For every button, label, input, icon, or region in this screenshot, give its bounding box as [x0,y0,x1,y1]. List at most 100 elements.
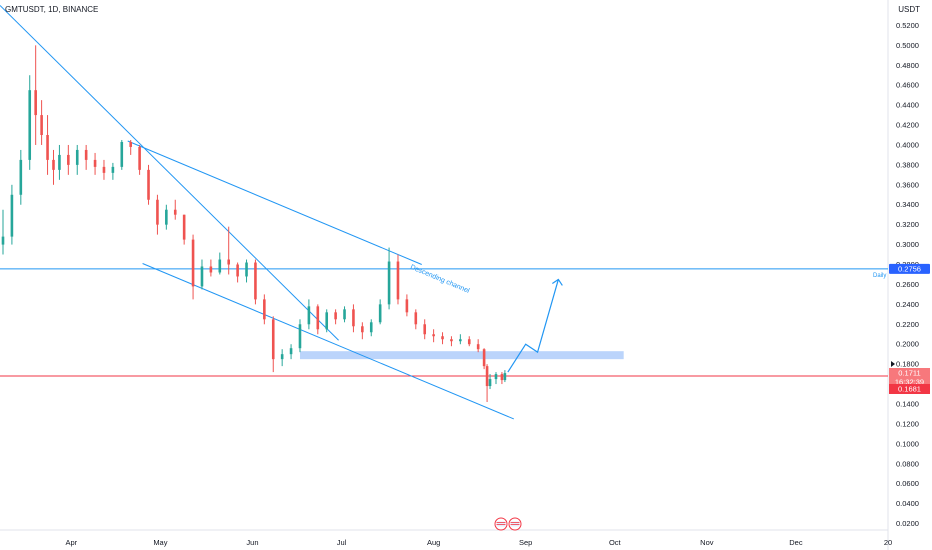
current-price-badge-bg [889,367,930,388]
candle-body [369,322,373,333]
candle-body [325,312,329,330]
candle-body [280,354,284,360]
candle-body [334,312,337,320]
daily-level-badge: 0.2756 [889,263,930,274]
candle-body [488,379,492,387]
candle-body [209,266,213,273]
candle-body [378,304,382,323]
projection-arrow[interactable] [507,278,563,373]
candle-body [165,209,168,225]
price-tick-label: 0.4600 [896,81,919,90]
candle-body [482,349,486,367]
candle-body [84,149,88,160]
trendline[interactable] [0,5,339,341]
price-tick-label: 0.2600 [896,280,919,289]
symbol-title[interactable]: GMTUSDT, 1D, BINANCE [5,5,99,14]
descending-channel[interactable] [0,5,514,420]
candle-body [503,373,507,381]
candle-body [111,166,115,173]
plot-area[interactable] [0,0,888,550]
candle-body [441,336,444,340]
price-tick-label: 0.0200 [896,519,919,528]
price-tick-label: 0.0600 [896,479,919,488]
price-tick-label: 0.1200 [896,419,919,428]
price-scale-pointer-icon [891,361,895,367]
candle-body [75,149,79,165]
candle-body [387,261,391,305]
candle-body [289,348,293,355]
red-level-badge-bg [889,383,930,394]
time-axis[interactable]: Apr May Jun Jul Aug Sep Oct Nov Dec 20 [65,538,892,547]
candle-body [307,306,311,325]
candle-body [352,309,355,327]
time-tick-label: Nov [700,538,714,547]
time-tick-label: Aug [427,538,440,547]
candle-body [10,194,14,237]
projection-path[interactable] [507,279,559,373]
candle-body [227,259,231,265]
candle-body [467,339,471,345]
arrow-head-icon [552,278,563,286]
time-tick-label: Jun [246,538,258,547]
candle-body [182,214,186,240]
red-level-badge: 0.1681 [889,383,930,394]
price-axis[interactable]: 0.5200 0.5000 0.4800 0.4600 0.4400 0.4200 0.40… [896,21,919,528]
daily-level-badge-bg [889,263,930,274]
time-tick-label: 20 [884,538,892,547]
candle-body [494,374,498,380]
price-tick-label: 0.5200 [896,21,919,30]
candle-body [218,259,222,273]
candle-body [405,299,409,313]
candle-body [191,239,195,287]
candle-body [28,90,32,160]
candle-body [156,199,159,225]
time-tick-label: Jul [337,538,347,547]
candle-body [58,154,61,170]
price-tick-label: 0.3600 [896,180,919,189]
current-price-value: 0.1711 [898,368,920,377]
daily-label: Daily [873,273,886,279]
price-tick-label: 0.0400 [896,499,919,508]
trendline[interactable] [142,263,514,420]
red-level-value: 0.1681 [898,384,921,393]
support-zone[interactable] [299,351,624,360]
candle-body [245,262,248,277]
price-tick-label: 0.3800 [896,160,919,169]
candle-body [1,236,5,245]
time-tick-label: Dec [789,538,803,547]
price-tick-label: 0.4200 [896,121,919,130]
candle-body [46,135,49,160]
candle-body [298,324,302,349]
price-tick-label: 0.2400 [896,300,919,309]
trendline[interactable] [127,140,422,265]
event-flags[interactable] [494,517,522,531]
time-tick-label: Oct [609,538,622,547]
candle-body [40,115,43,136]
price-tick-label: 0.3200 [896,220,919,229]
candle-body [254,262,257,300]
candle-body [120,141,124,167]
price-tick-label: 0.5000 [896,41,919,50]
price-tick-label: 0.0800 [896,459,919,468]
candle-body [476,344,480,350]
current-price-badge: 0.1711 16:32:39 [889,367,930,388]
daily-level-value: 0.2756 [898,264,921,273]
candle-body [459,339,462,342]
price-tick-label: 0.4400 [896,101,919,110]
price-tick-label: 0.1400 [896,399,919,408]
candle-body [52,159,55,170]
candle-body [138,146,141,170]
candle-body [361,326,364,333]
candle-body [343,309,346,320]
candle-body [414,312,418,325]
candle-body [34,90,37,116]
candle-body [450,339,453,342]
price-tick-label: 0.4800 [896,61,919,70]
price-tick-label: 0.2200 [896,320,919,329]
time-tick-label: May [153,538,167,547]
candle-body [271,319,275,360]
currency-label: USDT [898,5,920,14]
candle-body [173,209,177,215]
price-tick-label: 0.4000 [896,140,919,149]
